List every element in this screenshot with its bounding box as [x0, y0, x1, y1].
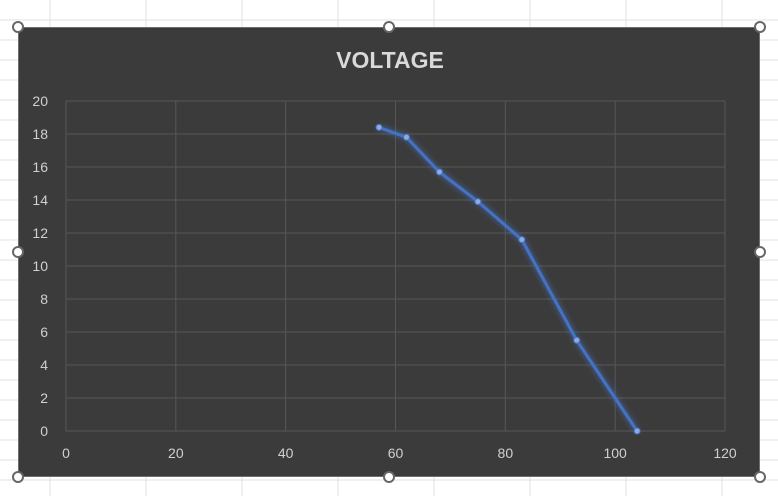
resize-handle-top-left[interactable] [12, 21, 24, 33]
y-tick-label: 8 [40, 291, 48, 307]
series-voltage [375, 123, 641, 435]
chart-plot: VOLTAGE 0 20 40 60 80 100 120 0 2 4 6 8 10 12 14 16 18 2… [32, 47, 737, 461]
y-tick-label: 6 [40, 324, 48, 340]
x-axis-tick-labels: 0 20 40 60 80 100 120 [62, 445, 737, 461]
resize-handle-bottom-left[interactable] [12, 471, 24, 483]
resize-handle-bottom-center[interactable] [383, 471, 395, 483]
y-tick-label: 2 [40, 390, 48, 406]
data-point [474, 198, 482, 206]
series-line [378, 125, 639, 432]
y-tick-label: 12 [32, 225, 48, 241]
resize-handle-top-center[interactable] [383, 21, 395, 33]
y-tick-label: 18 [32, 126, 48, 142]
x-tick-label: 80 [498, 445, 514, 461]
x-tick-label: 120 [713, 445, 737, 461]
y-tick-label: 0 [40, 423, 48, 439]
y-axis-tick-labels: 0 2 4 6 8 10 12 14 16 18 20 [32, 93, 48, 439]
x-tick-label: 40 [278, 445, 294, 461]
chart-area[interactable]: VOLTAGE 0 20 40 60 80 100 120 0 2 4 6 8 10 12 14 16 18 2… [18, 27, 760, 477]
resize-handle-bottom-right[interactable] [754, 471, 766, 483]
x-tick-label: 0 [62, 445, 70, 461]
y-tick-label: 16 [32, 159, 48, 175]
data-point [435, 168, 443, 176]
data-point [518, 236, 526, 244]
resize-handle-middle-left[interactable] [12, 246, 24, 258]
x-tick-label: 60 [388, 445, 404, 461]
y-tick-label: 14 [32, 192, 48, 208]
resize-handle-middle-right[interactable] [754, 246, 766, 258]
gridlines [65, 100, 726, 432]
y-tick-label: 4 [40, 357, 48, 373]
y-tick-label: 20 [32, 93, 48, 109]
data-point [633, 427, 641, 435]
chart-title: VOLTAGE [336, 47, 444, 73]
resize-handle-top-right[interactable] [754, 21, 766, 33]
x-tick-label: 100 [603, 445, 627, 461]
y-tick-label: 10 [32, 258, 48, 274]
data-point [573, 336, 581, 344]
data-point [402, 133, 410, 141]
x-tick-label: 20 [168, 445, 184, 461]
data-point [375, 123, 383, 131]
